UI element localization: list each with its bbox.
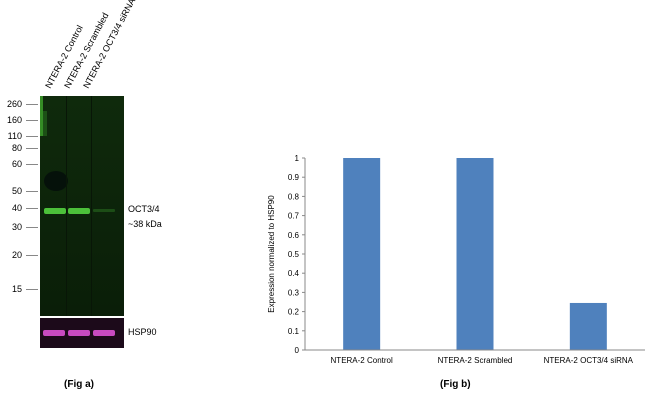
mw-marker-20: 20 <box>11 250 22 260</box>
x-axis-labels: NTERA-2 Control NTERA-2 Scrambled NTERA-2 … <box>331 356 634 365</box>
western-blot-panel: NTERA-2 Control NTERA-2 Scrambled NTERA-… <box>0 0 240 400</box>
mw-tick-15 <box>26 289 38 290</box>
y-tick-label: 0.6 <box>288 231 300 240</box>
mw-tick-110 <box>26 136 38 137</box>
mw-marker-60: 60 <box>11 159 22 169</box>
mw-marker-15: 15 <box>11 284 22 294</box>
mw-tick-260 <box>26 104 38 105</box>
mw-marker-40: 40 <box>11 203 22 213</box>
y-tick-label: 0.8 <box>288 192 300 201</box>
bar-1 <box>456 158 494 350</box>
y-tick-label: 0.4 <box>288 269 300 278</box>
bar-chart-panel: 0 0.1 0.2 0.3 0.4 0.5 0.6 0.7 0.8 0.9 1 NTERA-2 Co… <box>260 140 650 400</box>
y-axis-label: Expression normalized to HSP90 <box>267 195 276 313</box>
bar-0 <box>343 158 381 350</box>
loading-control-label: HSP90 <box>128 327 157 337</box>
y-tick-label: 0.3 <box>288 288 300 297</box>
bars <box>343 158 607 350</box>
mw-tick-80 <box>26 148 38 149</box>
target-size-label: ~38 kDa <box>128 219 162 229</box>
y-tick-label: 1 <box>295 154 300 163</box>
mw-tick-20 <box>26 255 38 256</box>
blot-membrane-hsp90 <box>40 318 124 348</box>
y-tick-label: 0.2 <box>288 308 300 317</box>
fig-b-caption: (Fig b) <box>440 379 471 390</box>
blot-image <box>40 96 124 316</box>
bar-2 <box>569 302 607 350</box>
hsp90-blot-image <box>40 318 124 348</box>
y-tick-label: 0.1 <box>288 327 300 336</box>
y-tick-label: 0.7 <box>288 212 300 221</box>
mw-tick-40 <box>26 208 38 209</box>
mw-tick-60 <box>26 164 38 165</box>
y-tick-label: 0.9 <box>288 173 300 182</box>
mw-tick-50 <box>26 191 38 192</box>
x-category-label: NTERA-2 Control <box>331 356 393 365</box>
mw-tick-30 <box>26 227 38 228</box>
target-protein-label: OCT3/4 <box>128 204 160 214</box>
mw-marker-50: 50 <box>11 186 22 196</box>
mw-marker-260: 260 <box>6 99 22 109</box>
bar-chart: 0 0.1 0.2 0.3 0.4 0.5 0.6 0.7 0.8 0.9 1 NTERA-2 Co… <box>267 154 645 365</box>
mw-marker-160: 160 <box>6 115 22 125</box>
mw-marker-80: 80 <box>11 143 22 153</box>
y-tick-label: 0.5 <box>288 250 300 259</box>
blot-membrane-oct34 <box>40 96 124 316</box>
mw-marker-110: 110 <box>7 131 22 141</box>
x-category-label: NTERA-2 Scrambled <box>438 356 513 365</box>
y-axis-ticks: 0 0.1 0.2 0.3 0.4 0.5 0.6 0.7 0.8 0.9 1 <box>288 154 305 355</box>
x-category-label: NTERA-2 OCT3/4 siRNA <box>544 356 634 365</box>
y-tick-label: 0 <box>295 346 300 355</box>
mw-tick-160 <box>26 120 38 121</box>
fig-a-caption: (Fig a) <box>64 379 94 390</box>
mw-marker-30: 30 <box>11 222 22 232</box>
